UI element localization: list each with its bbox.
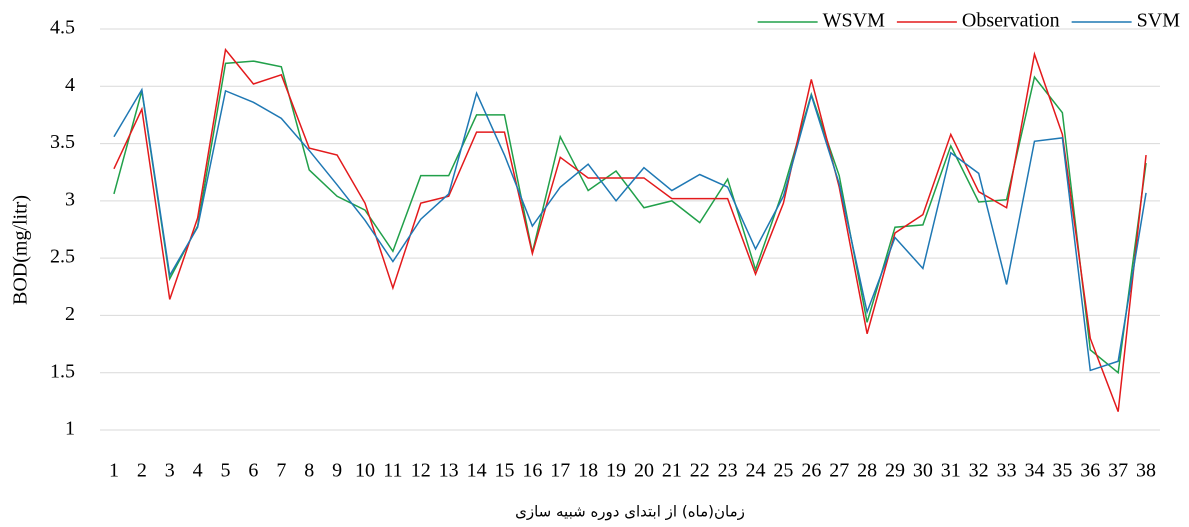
x-tick-label: 31 bbox=[941, 460, 961, 482]
x-tick-label: 3 bbox=[165, 460, 175, 482]
x-tick-label: 32 bbox=[969, 460, 989, 482]
y-tick-label: 4.5 bbox=[50, 17, 75, 39]
x-tick-label: 5 bbox=[221, 460, 231, 482]
x-tick-label: 1 bbox=[109, 460, 119, 482]
x-tick-label: 28 bbox=[857, 460, 877, 482]
x-tick-label: 18 bbox=[578, 460, 598, 482]
series-line bbox=[113, 47, 1147, 412]
x-tick-label: 17 bbox=[550, 460, 570, 482]
x-tick-label: 7 bbox=[276, 460, 286, 482]
y-tick-label: 2 bbox=[65, 303, 75, 325]
y-tick-label: 2.5 bbox=[50, 246, 75, 268]
y-tick-label: 1 bbox=[65, 418, 75, 440]
x-tick-label: 26 bbox=[801, 460, 821, 482]
x-tick-label: 35 bbox=[1052, 460, 1072, 482]
x-tick-label: 14 bbox=[467, 460, 487, 482]
x-tick-label: 13 bbox=[439, 460, 459, 482]
x-tick-label: 16 bbox=[522, 460, 542, 482]
x-tick-label: 29 bbox=[885, 460, 905, 482]
x-tick-label: 12 bbox=[411, 460, 431, 482]
x-tick-label: 25 bbox=[773, 460, 793, 482]
x-tick-label: 34 bbox=[1024, 460, 1044, 482]
x-tick-label: 10 bbox=[355, 460, 375, 482]
x-tick-label: 21 bbox=[662, 460, 682, 482]
x-tick-label: 27 bbox=[829, 460, 849, 482]
x-tick-label: 30 bbox=[913, 460, 933, 482]
x-tick-label: 4 bbox=[193, 460, 203, 482]
x-tick-label: 9 bbox=[332, 460, 342, 482]
x-tick-label: 36 bbox=[1080, 460, 1100, 482]
y-axis-label: BOD(mg/litr) bbox=[10, 195, 32, 305]
x-tick-label: 11 bbox=[383, 460, 402, 482]
y-tick-label: 1.5 bbox=[50, 360, 75, 382]
legend-label: Observation bbox=[962, 10, 1060, 32]
x-tick-label: 33 bbox=[997, 460, 1017, 482]
y-tick-label: 3.5 bbox=[50, 131, 75, 153]
x-axis-label: زمان(ماه) از ابتدای دوره شبیه سازی bbox=[515, 503, 745, 521]
series-line bbox=[113, 87, 1147, 372]
legend-label: SVM bbox=[1137, 10, 1181, 32]
x-tick-label: 37 bbox=[1108, 460, 1128, 482]
x-tick-label: 15 bbox=[494, 460, 514, 482]
x-tick-label: 19 bbox=[606, 460, 626, 482]
series-line bbox=[113, 60, 1147, 375]
y-tick-label: 4 bbox=[65, 74, 75, 96]
x-tick-label: 6 bbox=[248, 460, 258, 482]
x-tick-label: 23 bbox=[718, 460, 738, 482]
x-tick-label: 20 bbox=[634, 460, 654, 482]
x-tick-label: 2 bbox=[137, 460, 147, 482]
x-tick-label: 38 bbox=[1136, 460, 1156, 482]
x-tick-label: 24 bbox=[746, 460, 766, 482]
x-tick-label: 22 bbox=[690, 460, 710, 482]
legend-label: WSVM bbox=[823, 10, 885, 32]
x-tick-label: 8 bbox=[304, 460, 314, 482]
y-tick-label: 3 bbox=[65, 188, 75, 210]
